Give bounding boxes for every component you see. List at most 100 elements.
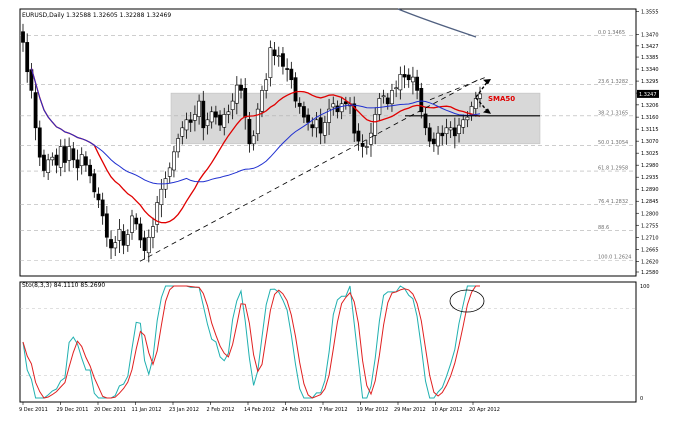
candle-body	[33, 92, 38, 129]
candle-body	[427, 127, 432, 142]
candle-body	[121, 231, 126, 246]
candle-body	[343, 101, 348, 105]
candle-body	[222, 114, 227, 128]
candle-body	[415, 76, 420, 91]
arrow-down-head	[483, 108, 491, 114]
x-tick-label: 24 Feb 2012	[282, 407, 313, 413]
candle-body	[369, 132, 373, 145]
stochastic-panel: 9 Dec 2011 29 Dec 2011 20 Dec 2011 11 Jan 2…	[19, 281, 650, 413]
fibonacci-level-label: 23.6 1.3282	[598, 79, 628, 85]
candle-body	[390, 90, 394, 105]
y-tick-label: 1.2845	[641, 199, 659, 205]
candle-body	[243, 87, 248, 118]
candle-body	[448, 127, 453, 131]
candle-body	[335, 105, 340, 113]
candle-body	[42, 154, 46, 171]
candle-body	[285, 68, 290, 70]
candle-body	[293, 77, 298, 102]
current-price-label: 1.3247	[639, 92, 657, 98]
y-tick-label: 1.3470	[641, 32, 659, 38]
candle-body	[25, 42, 30, 73]
candle-body	[54, 154, 59, 166]
x-tick-label: 23 Jan 2012	[169, 407, 199, 413]
candle-body	[360, 143, 365, 147]
candle-body	[406, 74, 411, 81]
candle-body	[209, 111, 214, 123]
candle-body	[339, 103, 344, 113]
candle-body	[172, 151, 176, 171]
candle-body	[159, 188, 164, 206]
y-tick-label: 1.3427	[641, 44, 659, 50]
candle-body	[457, 124, 461, 134]
candle-body	[92, 173, 97, 193]
candle-body	[180, 127, 185, 137]
candle-body	[394, 87, 399, 90]
candle-body	[465, 116, 470, 121]
candle-body	[192, 114, 197, 121]
fibonacci-level-label: 50.0 1.3054	[598, 140, 628, 146]
y-tick-label: 1.3555	[641, 10, 659, 16]
candle-body	[402, 74, 407, 78]
y-tick-label: 1.2935	[641, 175, 659, 181]
candle-body	[46, 159, 51, 173]
fibonacci-level-label: 88.6	[598, 225, 609, 231]
candle-body	[423, 113, 428, 129]
candle-body	[134, 217, 139, 225]
candle-body	[50, 156, 55, 161]
x-tick-label: 14 Feb 2012	[244, 407, 275, 413]
x-tick-label: 20 Dec 2011	[94, 407, 126, 413]
candle-body	[71, 148, 76, 161]
candle-body	[478, 93, 482, 99]
candle-body	[419, 87, 424, 113]
y-tick-label: 1.2800	[641, 211, 659, 217]
candle-body	[155, 202, 160, 225]
candle-body	[398, 74, 403, 91]
candle-body	[142, 237, 147, 251]
y-tick-label: 1.2580	[641, 270, 659, 276]
fibonacci-level-label: 38.2 1.3165	[598, 110, 628, 116]
candle-body	[234, 84, 239, 104]
candle-body	[327, 108, 331, 123]
candle-body	[130, 215, 134, 233]
fibonacci-level-label: 100.0 1.2624	[598, 255, 631, 261]
candle-body	[167, 167, 172, 177]
y-tick-label: 1.2620	[641, 259, 659, 265]
x-tick-label: 7 Mar 2012	[319, 407, 348, 413]
y-tick-label: 1.2710	[641, 235, 659, 241]
ma-slate-line	[397, 8, 477, 38]
stochastic-y-tick-label: 100	[640, 284, 650, 290]
trendline-support	[139, 79, 479, 262]
candle-body	[436, 132, 440, 147]
price-panel: 1.3555 1.3470 1.3427 1.3385 1.3340 1.3295 1.32…	[19, 8, 659, 277]
candle-body	[268, 47, 273, 78]
y-tick-label: 1.3295	[641, 79, 659, 85]
candle-body	[331, 103, 336, 108]
stochastic-panel-frame	[19, 281, 637, 403]
candle-body	[138, 223, 143, 241]
candle-body	[364, 146, 369, 148]
candle-body	[201, 100, 206, 129]
x-tick-label: 10 Apr 2012	[432, 407, 463, 413]
candle-body	[176, 138, 181, 153]
candle-body	[264, 79, 269, 91]
candle-body	[109, 239, 113, 249]
candle-body	[226, 111, 231, 115]
candle-body	[260, 90, 264, 112]
candle-body	[96, 193, 101, 201]
candle-body	[230, 100, 235, 110]
candle-body	[117, 228, 122, 241]
y-tick-label: 1.3340	[641, 67, 659, 73]
x-tick-label: 29 Dec 2011	[57, 407, 89, 413]
candle-body	[452, 127, 457, 137]
candle-body	[197, 100, 201, 117]
price-panel-header: EURUSD,Daily 1.32588 1.32605 1.32288 1.3…	[22, 12, 171, 19]
arrow-down-line	[475, 97, 489, 113]
price-panel-frame	[19, 8, 637, 277]
candle-body	[213, 111, 218, 118]
y-tick-label: 1.3206	[641, 103, 659, 109]
sma50-label: SMA50	[488, 95, 515, 103]
candle-body	[381, 95, 386, 98]
candle-body	[251, 135, 256, 145]
